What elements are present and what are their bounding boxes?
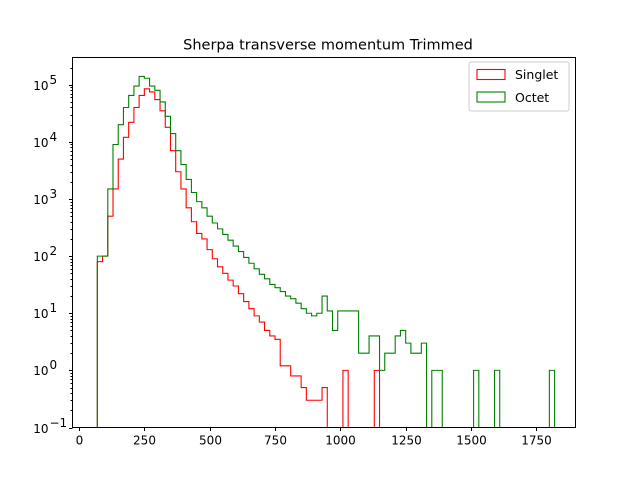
x-tick-label: 1000 (325, 434, 356, 448)
y-tick-label: 10 (33, 422, 48, 436)
y-tick-label: 10 (33, 79, 48, 93)
legend-swatch-singlet (476, 68, 506, 81)
x-tick-label: 0 (76, 434, 84, 448)
y-tick-label: 10 (33, 193, 48, 207)
x-tick-label: 250 (133, 434, 156, 448)
y-tick-label: 10 (33, 364, 48, 378)
y-tick-exponent: 1 (50, 301, 58, 315)
x-tick-label: 500 (199, 434, 222, 448)
legend: Singlet Octet (468, 61, 570, 112)
series-octet-line (96, 75, 556, 429)
y-tick-exponent: 3 (50, 187, 58, 201)
x-axis: 0 250 500 750 1000 1250 1500 1750 (76, 427, 552, 448)
y-tick-label: 10 (33, 250, 48, 264)
legend-swatch-octet (476, 91, 506, 103)
x-tick-label: 1500 (456, 434, 487, 448)
x-tick-label: 1250 (391, 434, 422, 448)
y-tick-exponent: 4 (50, 130, 58, 144)
chart-title: Sherpa transverse momentum Trimmed (183, 38, 473, 54)
plot-frame (72, 57, 576, 428)
y-tick-exponent: 0 (50, 358, 58, 372)
y-tick-exponent: −1 (50, 416, 68, 430)
legend-label-singlet: Singlet (515, 67, 558, 82)
x-tick-label: 750 (264, 434, 287, 448)
legend-label-octet: Octet (515, 90, 549, 105)
x-tick-label: 1750 (521, 434, 552, 448)
y-tick-label: 10 (33, 307, 48, 321)
y-tick-exponent: 2 (50, 244, 58, 258)
y-tick-exponent: 5 (50, 73, 58, 87)
y-tick-label: 10 (33, 136, 48, 150)
legend-box (468, 61, 570, 112)
